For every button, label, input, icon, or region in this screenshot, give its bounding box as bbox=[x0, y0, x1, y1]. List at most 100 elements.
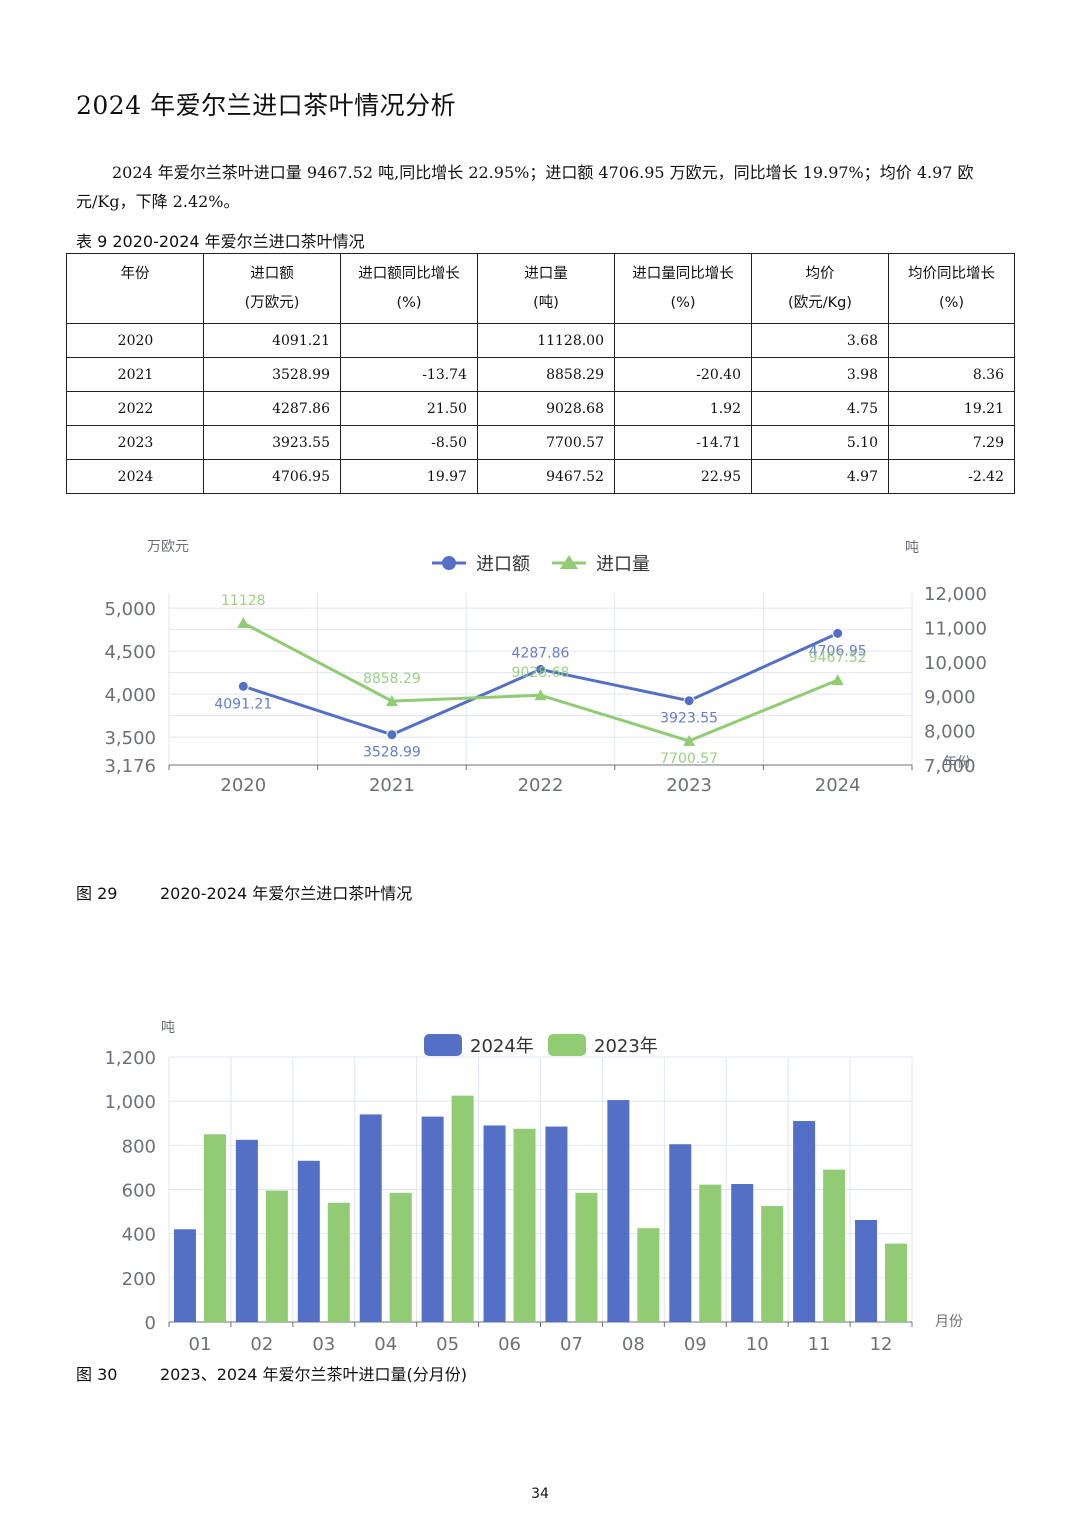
x-tick-label: 11 bbox=[808, 1334, 831, 1355]
table-cell: 4.97 bbox=[751, 459, 889, 494]
data-point bbox=[535, 663, 546, 675]
left-tick-label: 4,500 bbox=[104, 642, 156, 663]
x-axis-unit: 年份 bbox=[943, 755, 971, 771]
x-tick-label: 2023 bbox=[666, 775, 712, 796]
table-row: 2020 4091.21 11128.00 3.68 bbox=[66, 323, 1015, 358]
figure-29-caption: 图 29 2020-2024 年爱尔兰进口茶叶情况 bbox=[76, 880, 412, 904]
table-row: 2022 4287.86 21.50 9028.68 1.92 4.75 19.… bbox=[66, 391, 1015, 426]
bar bbox=[699, 1184, 722, 1322]
legend-marker bbox=[442, 556, 456, 570]
left-axis-unit: 万欧元 bbox=[147, 539, 189, 555]
table-cell: 2021 bbox=[66, 357, 204, 392]
data-point bbox=[832, 627, 844, 639]
bar bbox=[421, 1116, 444, 1322]
x-tick-label: 10 bbox=[746, 1334, 769, 1355]
figure-30-caption: 图 30 2023、2024 年爱尔兰茶叶进口量(分月份) bbox=[76, 1361, 467, 1385]
table-cell: 21.50 bbox=[340, 391, 478, 426]
data-point bbox=[386, 729, 398, 741]
y-tick-label: 400 bbox=[122, 1225, 156, 1246]
x-tick-label: 06 bbox=[498, 1334, 521, 1355]
table-cell: 4091.21 bbox=[203, 323, 341, 358]
table-cell: 8858.29 bbox=[477, 357, 615, 392]
bar bbox=[203, 1134, 226, 1322]
x-tick-label: 2020 bbox=[220, 775, 266, 796]
header-cell: 进口量同比增长 (%) bbox=[614, 253, 752, 324]
data-point bbox=[831, 674, 844, 686]
bar bbox=[513, 1128, 536, 1322]
bar bbox=[575, 1192, 598, 1322]
table-cell: 3.98 bbox=[751, 357, 889, 392]
x-tick-label: 2021 bbox=[369, 775, 415, 796]
data-point bbox=[683, 734, 696, 746]
x-tick-label: 12 bbox=[870, 1334, 893, 1355]
table-caption: 表 9 2020-2024 年爱尔兰进口茶叶情况 bbox=[76, 232, 365, 251]
y-tick-label: 0 bbox=[145, 1313, 156, 1334]
table-cell: 2020 bbox=[66, 323, 204, 358]
table-cell: 7700.57 bbox=[477, 425, 615, 460]
bar-chart: 1,200 1,000 800 600 400 200 0 01 02 03 04 05 06 07 08 0… bbox=[104, 1020, 963, 1355]
legend-label: 进口额 bbox=[476, 554, 530, 575]
bar bbox=[855, 1219, 878, 1322]
x-tick-label: 2024 bbox=[815, 775, 861, 796]
bar bbox=[607, 1100, 630, 1322]
figure-number: 图 29 bbox=[76, 884, 118, 903]
table-cell: -2.42 bbox=[888, 459, 1015, 494]
x-tick-label: 01 bbox=[189, 1334, 212, 1355]
data-label: 4287.86 bbox=[512, 645, 570, 661]
bar bbox=[297, 1160, 320, 1322]
legend-label: 2023年 bbox=[594, 1036, 658, 1057]
legend-label: 进口量 bbox=[596, 554, 650, 575]
table-cell: 2024 bbox=[66, 459, 204, 494]
x-tick-label: 07 bbox=[560, 1334, 583, 1355]
table-cell: 4706.95 bbox=[203, 459, 341, 494]
table-cell: 3.68 bbox=[751, 323, 889, 358]
legend-swatch bbox=[548, 1034, 586, 1056]
table-cell: 7.29 bbox=[888, 425, 1015, 460]
right-tick-label: 9,000 bbox=[924, 687, 976, 708]
bar bbox=[637, 1228, 660, 1322]
table-cell: 22.95 bbox=[614, 459, 752, 494]
left-tick-label: 3,176 bbox=[104, 756, 156, 777]
right-tick-label: 7,000 bbox=[924, 756, 976, 777]
table-cell: 9467.52 bbox=[477, 459, 615, 494]
bar bbox=[823, 1169, 846, 1322]
table-cell: 4.75 bbox=[751, 391, 889, 426]
x-axis-unit: 月份 bbox=[935, 1314, 963, 1330]
x-tick-label: 09 bbox=[684, 1334, 707, 1355]
bar bbox=[327, 1202, 350, 1322]
summary-paragraph: 2024 年爱尔兰茶叶进口量 9467.52 吨,同比增长 22.95%；进口额… bbox=[76, 163, 974, 211]
header-cell: 进口量 (吨) bbox=[477, 253, 615, 324]
bar bbox=[389, 1192, 412, 1322]
header-cell: 均价 (欧元/Kg) bbox=[751, 253, 889, 324]
bar bbox=[451, 1095, 474, 1322]
table-cell: -8.50 bbox=[340, 425, 478, 460]
y-tick-label: 600 bbox=[122, 1181, 156, 1202]
table-cell: 19.21 bbox=[888, 391, 1015, 426]
data-label: 9028.68 bbox=[512, 665, 570, 681]
x-tick-label: 02 bbox=[250, 1334, 273, 1355]
x-tick-label: 2022 bbox=[518, 775, 564, 796]
page-title: 2024 年爱尔兰进口茶叶情况分析 bbox=[76, 91, 457, 120]
data-point bbox=[534, 689, 547, 701]
header-cell: 进口额同比增长 (%) bbox=[340, 253, 478, 324]
bar bbox=[483, 1125, 506, 1322]
table-cell: 3528.99 bbox=[203, 357, 341, 392]
table-cell: 11128.00 bbox=[477, 323, 615, 358]
bar bbox=[173, 1229, 196, 1322]
table-cell: 1.92 bbox=[614, 391, 752, 426]
left-tick-label: 5,000 bbox=[104, 599, 156, 620]
y-tick-label: 200 bbox=[122, 1269, 156, 1290]
page-number: 34 bbox=[531, 1486, 549, 1502]
table-row: 2024 4706.95 19.97 9467.52 22.95 4.97 -2… bbox=[66, 459, 1015, 494]
left-tick-label: 3,500 bbox=[104, 728, 156, 749]
table-cell: -14.71 bbox=[614, 425, 752, 460]
data-point bbox=[237, 616, 250, 628]
bar bbox=[731, 1183, 754, 1322]
table-cell: 2023 bbox=[66, 425, 204, 460]
x-tick-label: 08 bbox=[622, 1334, 645, 1355]
bar bbox=[669, 1144, 692, 1322]
data-label: 7700.57 bbox=[660, 751, 718, 767]
table-cell: -13.74 bbox=[340, 357, 478, 392]
y-tick-label: 1,200 bbox=[104, 1048, 156, 1069]
data-label: 9467.52 bbox=[809, 650, 867, 666]
